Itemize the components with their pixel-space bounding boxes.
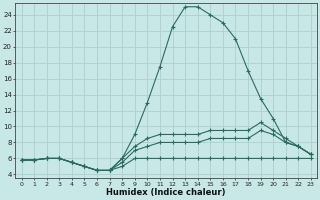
X-axis label: Humidex (Indice chaleur): Humidex (Indice chaleur) (107, 188, 226, 197)
